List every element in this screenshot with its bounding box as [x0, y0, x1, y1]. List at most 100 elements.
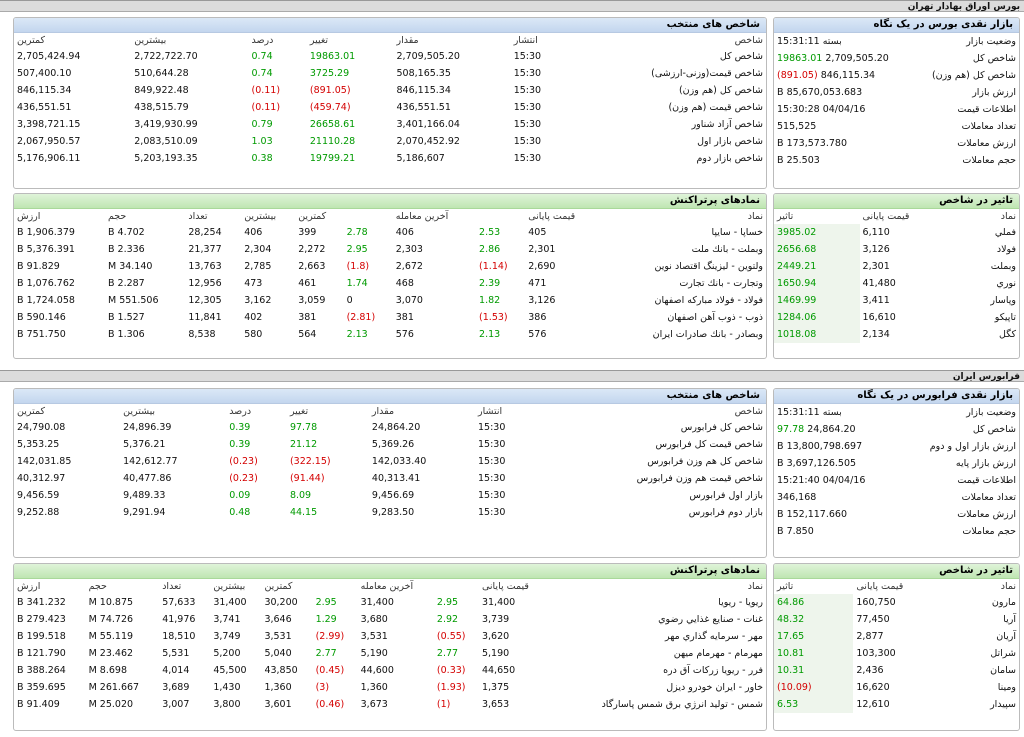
indices-cell: 9,252.88	[17, 507, 60, 518]
overview-row: شاخص کل 19863.01 2,709,505.20	[774, 50, 1019, 67]
indices-cell: 0.74	[251, 51, 273, 62]
overview-row: ارزش بازار 85,670,053.683 B	[774, 84, 1019, 101]
symbols-cell: 45,500	[213, 665, 247, 676]
impact-row: وبملت 2,301 2449.21	[774, 258, 1019, 275]
indices-row: شاخص قیمت کل فرابورس 15:30 5,369.26 21.12 0.…	[14, 436, 766, 453]
overview-value: 85,670,053.683 B	[777, 87, 863, 98]
indices-cell: شاخص قیمت (هم وزن)	[668, 102, 763, 113]
symbols-header: قیمت پایانی	[481, 581, 529, 592]
symbols-header: ارزش	[17, 211, 41, 222]
indices-cell: 5,186,607	[396, 153, 445, 164]
indices-cell: (91.44)	[289, 473, 325, 484]
indices-cell: 0.74	[251, 68, 273, 79]
symbols-cell: 55.119 M	[88, 631, 134, 642]
overview-value: 13,800,798.697 B	[777, 441, 863, 452]
symbols-cell: 279.423 B	[17, 614, 66, 625]
symbols-cell: مهرمام - مهرمام ميهن	[673, 648, 763, 659]
indices-row: شاخص بازار اول 15:30 2,070,452.92 21110.28 1…	[14, 133, 766, 150]
impact-value: 1284.06	[774, 309, 860, 326]
indices-header: بیشترین	[134, 35, 167, 46]
bourse-indices-panel: شاخص های منتخب شاخص انتشار مقدار تغییر درصد ب…	[13, 17, 767, 189]
indices-cell: شاخص کل هم وزن فرابورس	[647, 456, 763, 467]
indices-cell: 846,115.34	[396, 85, 451, 96]
indices-cell: 5,369.26	[371, 439, 415, 450]
symbols-cell: 1.29	[315, 614, 337, 625]
indices-header-row: شاخص انتشار مقدار تغییر درصد بیشترین کمترین	[14, 33, 766, 48]
indices-cell: شاخص قیمت کل فرابورس	[655, 439, 763, 450]
symbols-cell: 399	[298, 227, 317, 238]
impact-symbol: ومينا	[997, 682, 1016, 693]
symbols-cell: 4,014	[162, 665, 190, 676]
indices-cell: شاخص کل	[719, 51, 763, 62]
symbols-cell: 381	[395, 312, 414, 323]
symbols-row: مهر - سرمايه گذاري مهر 3,620 (0.55) 3,531 (2…	[14, 628, 766, 645]
overview-label: اطلاعات قیمت	[957, 475, 1016, 486]
overview-change: 19863.01	[777, 53, 823, 64]
indices-cell: 24,790.08	[17, 422, 66, 433]
indices-cell: 19863.01	[309, 51, 356, 62]
symbols-cell: 12,956	[188, 278, 222, 289]
overview-row: تعداد معاملات 346,168	[774, 489, 1019, 506]
symbols-cell: 1.306 B	[107, 329, 145, 340]
indices-cell: 15:30	[513, 51, 542, 62]
overview-label: ارزش معاملات	[957, 509, 1016, 520]
overview-label: تعداد معاملات	[961, 492, 1016, 503]
symbols-cell: 1.82	[479, 295, 501, 306]
symbols-cell: 3,531	[264, 631, 292, 642]
indices-cell: 15:30	[478, 490, 506, 501]
symbols-cell: 2.287 B	[107, 278, 145, 289]
impact-row: كگل 2,134 1018.08	[774, 326, 1019, 343]
indices-cell: (891.05)	[309, 85, 351, 96]
symbols-cell: 5,531	[162, 648, 190, 659]
indices-cell: 142,033.40	[371, 456, 427, 467]
symbols-header: تعداد	[188, 211, 208, 222]
symbols-cell: 21,377	[188, 244, 222, 255]
symbols-cell: 3,741	[213, 614, 241, 625]
symbols-cell: 5,190	[481, 648, 510, 659]
symbols-cell: 473	[244, 278, 263, 289]
overview-value: 04/04/16 15:21:40	[777, 475, 866, 486]
indices-cell: (459.74)	[309, 102, 351, 113]
impact-value: (10.09)	[774, 679, 854, 696]
overview-row: تعداد معاملات 515,525	[774, 118, 1019, 135]
symbols-cell: 3,070	[395, 295, 423, 306]
indices-row: شاخص آزاد شناور 15:30 3,401,166.04 26658.61…	[14, 116, 766, 133]
overview-value: بسته 15:31:11	[777, 36, 842, 47]
symbols-cell: (1)	[436, 699, 451, 710]
indices-header: درصد	[251, 35, 274, 46]
symbols-cell: 25.020 M	[88, 699, 134, 710]
symbols-cell: 3,126	[528, 295, 556, 306]
bourse-impact-title: تاثیر در شاخص	[774, 194, 1019, 209]
indices-header: انتشار	[478, 406, 503, 417]
indices-header: انتشار	[513, 35, 538, 46]
indices-cell: 849,922.48	[134, 85, 189, 96]
impact-price: 3,411	[862, 295, 890, 306]
overview-row: ارزش بازار پایه 3,697,126.505 B	[774, 455, 1019, 472]
indices-header: درصد	[229, 406, 252, 417]
impact-value: 1018.08	[774, 326, 860, 343]
indices-cell: (0.23)	[229, 456, 258, 467]
indices-cell: 15:30	[478, 456, 506, 467]
indices-cell: 2,709,505.20	[396, 51, 460, 62]
overview-label: ارزش معاملات	[957, 138, 1016, 149]
overview-value-cell: 25.503 B	[774, 152, 913, 169]
symbols-cell: 199.518 B	[17, 631, 66, 642]
overview-row: ارزش معاملات 152,117.660 B	[774, 506, 1019, 523]
symbols-cell: 576	[395, 329, 414, 340]
indices-row: شاخص قیمت هم وزن فرابورس 15:30 40,313.41 (9…	[14, 470, 766, 487]
symbols-cell: 2,690	[528, 261, 556, 272]
indices-cell: شاخص کل فرابورس	[680, 422, 763, 433]
symbols-cell: 23.462 M	[88, 648, 134, 659]
symbols-cell: فرر - ريويا زركات آق دره	[663, 665, 763, 676]
indices-header: مقدار	[371, 406, 395, 417]
impact-symbol: سپيدار	[990, 699, 1016, 710]
impact-price: 160,750	[856, 597, 896, 608]
symbols-cell: 406	[244, 227, 263, 238]
symbols-cell: 576	[528, 329, 547, 340]
symbols-cell: 2.95	[346, 244, 368, 255]
symbols-cell: 471	[528, 278, 547, 289]
symbols-row: خاور - ايران خودرو ديزل 1,375 (1.93) 1,360 (…	[14, 679, 766, 696]
indices-cell: 2,067,950.57	[17, 136, 81, 147]
overview-row: اطلاعات قیمت 04/04/16 15:21:40	[774, 472, 1019, 489]
symbols-cell: 1,906.379 B	[17, 227, 75, 238]
